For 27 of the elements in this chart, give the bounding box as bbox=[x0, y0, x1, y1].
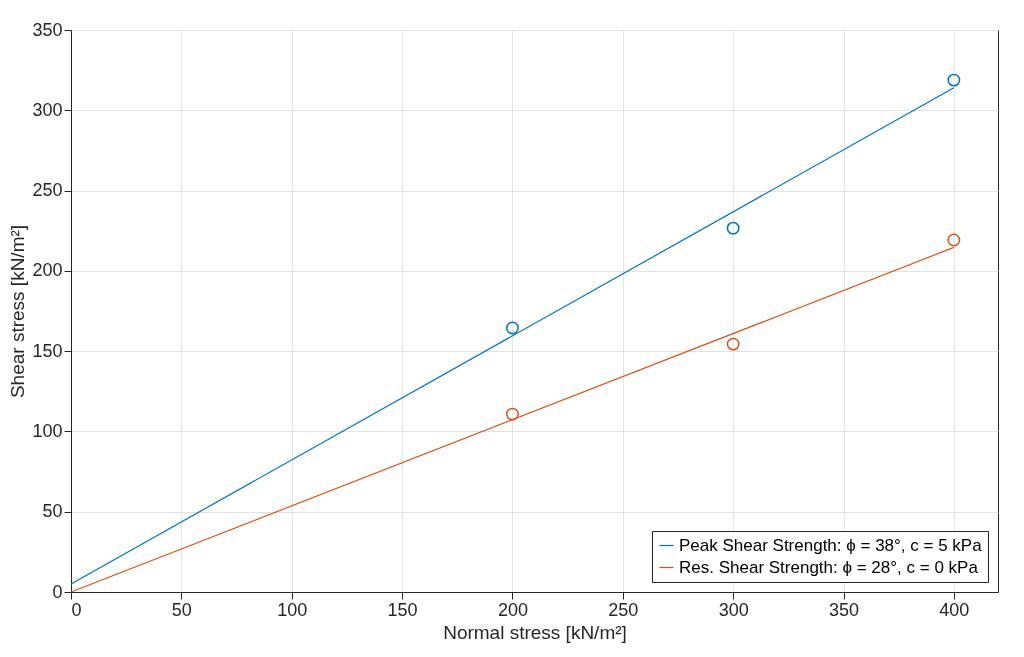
y-axis-title: Shear stress [kN/m²] bbox=[7, 224, 29, 399]
point bbox=[505, 321, 519, 335]
x-tick-label: 300 bbox=[718, 599, 749, 620]
legend-label: Res. Shear Strength: ϕ = 28°, c = 0 kPa bbox=[679, 557, 979, 577]
x-tick-label: 0 bbox=[71, 599, 82, 620]
y-tick-label: 300 bbox=[32, 99, 63, 120]
point bbox=[726, 221, 740, 235]
point bbox=[726, 337, 740, 351]
y-tick-label: 150 bbox=[32, 340, 63, 361]
legend-label: Peak Shear Strength: ϕ = 38°, c = 5 kPa bbox=[679, 535, 983, 555]
x-tick-label: 350 bbox=[828, 599, 860, 620]
y-tick-label: 50 bbox=[42, 501, 63, 522]
point bbox=[947, 233, 961, 247]
x-tick-label: 250 bbox=[608, 599, 639, 620]
y-tick-label: 350 bbox=[32, 19, 63, 40]
y-tick-label: 100 bbox=[32, 420, 63, 441]
y-tick-label: 200 bbox=[32, 260, 63, 281]
point bbox=[947, 73, 961, 87]
x-tick-label: 100 bbox=[277, 599, 308, 620]
x-tick-label: 200 bbox=[497, 599, 528, 620]
point bbox=[505, 407, 519, 421]
y-tick-label: 250 bbox=[32, 180, 63, 201]
x-tick-label: 50 bbox=[171, 599, 192, 620]
y-tick-label: 0 bbox=[52, 581, 63, 602]
x-axis-title: Normal stress [kN/m²] bbox=[443, 621, 627, 643]
x-tick-label: 400 bbox=[939, 599, 970, 620]
x-tick-label: 150 bbox=[387, 599, 418, 620]
